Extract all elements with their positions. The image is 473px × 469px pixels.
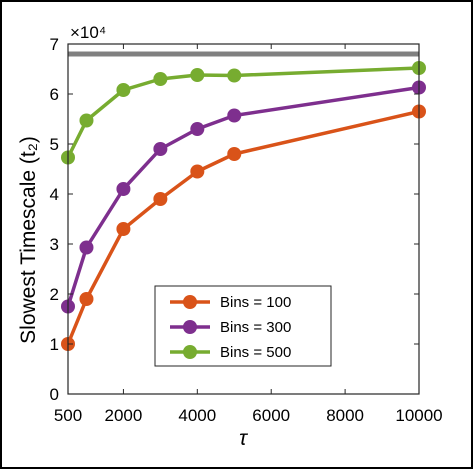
x-tick-label: 8000 [326, 406, 364, 425]
data-point [190, 164, 205, 179]
legend-label: Bins = 500 [220, 344, 291, 361]
y-tick-label: 6 [50, 85, 59, 104]
data-point [116, 83, 131, 97]
x-tick-label: 500 [54, 406, 82, 425]
legend-marker [183, 345, 197, 359]
y-tick-label: 3 [50, 235, 59, 254]
y-axis-title: Slowest Timescale (t₂) [17, 136, 40, 344]
x-tick-label: 2000 [105, 406, 143, 425]
data-point [227, 68, 242, 83]
y-tick-label: 1 [50, 335, 59, 354]
y-tick-label: 4 [50, 185, 59, 204]
x-axis-title: τ [239, 427, 248, 450]
data-point [79, 292, 94, 306]
data-point [116, 182, 131, 196]
legend-marker [183, 320, 197, 334]
y-tick-label: 2 [50, 285, 59, 304]
y-multiplier-label: ×10⁴ [70, 23, 106, 42]
data-point [153, 142, 168, 156]
data-point [190, 68, 205, 82]
x-tick-label: 4000 [178, 406, 216, 425]
data-point [190, 122, 205, 136]
legend-label: Bins = 100 [220, 294, 291, 311]
data-point [227, 147, 242, 161]
data-point [79, 113, 94, 128]
y-tick-label: 5 [50, 135, 59, 154]
x-tick-label: 6000 [252, 406, 290, 425]
data-point [79, 240, 94, 255]
x-tick-label: 10000 [395, 406, 442, 425]
legend-marker [183, 295, 197, 309]
y-tick-label: 7 [50, 35, 59, 54]
data-point [227, 108, 242, 123]
data-point [153, 72, 168, 86]
data-point [116, 222, 131, 236]
legend: Bins = 100 Bins = 300 Bins = 500 [154, 285, 332, 367]
plot-axes-box [67, 43, 420, 395]
data-point [153, 192, 168, 206]
legend-label: Bins = 300 [220, 319, 291, 336]
y-tick-label: 0 [50, 385, 59, 404]
